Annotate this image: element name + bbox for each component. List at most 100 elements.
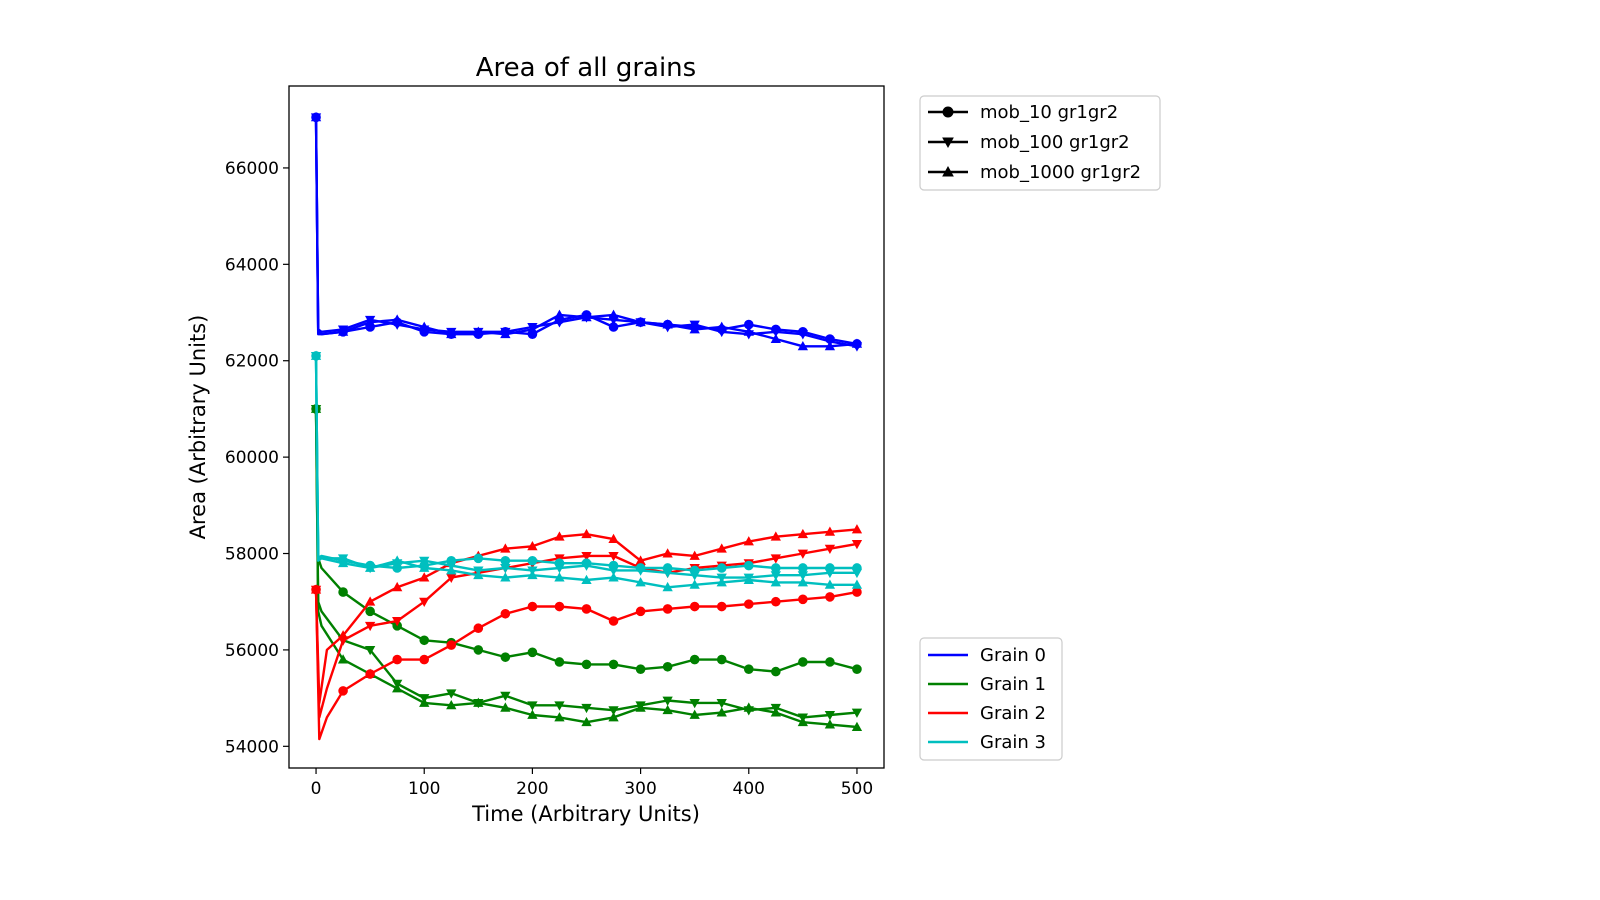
series-grain-1-5 bbox=[310, 403, 863, 731]
data-point bbox=[797, 571, 809, 581]
data-point bbox=[770, 327, 781, 338]
data-point bbox=[581, 659, 592, 670]
data-point bbox=[338, 686, 348, 696]
data-point bbox=[392, 617, 403, 627]
x-tick-label: 0 bbox=[311, 779, 322, 799]
data-point bbox=[743, 574, 754, 584]
data-point bbox=[851, 708, 863, 718]
data-point bbox=[851, 721, 863, 731]
data-point bbox=[716, 563, 727, 573]
data-point bbox=[608, 309, 619, 319]
data-point bbox=[662, 604, 673, 614]
y-tick-label: 54000 bbox=[225, 737, 279, 757]
data-point bbox=[824, 526, 836, 536]
data-point bbox=[662, 704, 673, 715]
y-tick-label: 56000 bbox=[225, 641, 279, 661]
data-point bbox=[527, 709, 538, 719]
legend-marker bbox=[942, 165, 954, 177]
data-point bbox=[419, 572, 430, 582]
data-point bbox=[852, 664, 862, 674]
data-point bbox=[554, 712, 565, 722]
data-point bbox=[527, 324, 538, 334]
data-point bbox=[662, 696, 673, 706]
data-point bbox=[635, 566, 646, 576]
data-point bbox=[716, 654, 727, 665]
data-point bbox=[446, 565, 457, 575]
data-point bbox=[689, 571, 700, 581]
data-point bbox=[743, 664, 754, 674]
data-point bbox=[662, 581, 673, 592]
data-point bbox=[824, 340, 836, 351]
legend-label: Grain 1 bbox=[980, 674, 1046, 695]
data-point bbox=[608, 706, 619, 716]
data-point bbox=[392, 555, 403, 565]
data-point bbox=[364, 562, 376, 572]
series-grain-2-8 bbox=[310, 524, 863, 705]
data-point bbox=[446, 689, 457, 699]
y-tick-label: 62000 bbox=[225, 352, 279, 372]
data-point bbox=[337, 630, 349, 640]
data-point bbox=[798, 563, 808, 573]
series-layer bbox=[310, 111, 863, 741]
data-point bbox=[581, 561, 592, 571]
data-point bbox=[824, 568, 836, 579]
x-tick-label: 500 bbox=[841, 779, 873, 799]
data-point bbox=[446, 640, 457, 650]
legend-runs-box bbox=[919, 95, 1161, 191]
legend-run-entry: mob_100 gr1gr2 bbox=[928, 132, 1130, 153]
data-point bbox=[500, 691, 511, 702]
data-point bbox=[716, 321, 727, 331]
data-point bbox=[797, 716, 809, 727]
axes-layer: 0 100 200 300 400 500 54000 56000 58000 60000 6200… bbox=[225, 159, 873, 799]
data-point bbox=[581, 551, 592, 562]
data-point bbox=[527, 701, 538, 711]
series-grain-3-9 bbox=[311, 351, 862, 576]
data-point bbox=[310, 350, 322, 360]
y-tick-label: 66000 bbox=[225, 159, 279, 179]
legend-label: Grain 3 bbox=[980, 732, 1046, 753]
data-point bbox=[608, 533, 619, 544]
data-point bbox=[797, 577, 809, 587]
data-point bbox=[716, 601, 727, 612]
data-point bbox=[743, 599, 754, 609]
data-point bbox=[364, 621, 376, 632]
data-point bbox=[608, 712, 619, 722]
plot-frame bbox=[288, 85, 885, 769]
legend-grains: Grain 0 Grain 1 Grain 2 Grain 3 bbox=[919, 637, 1063, 761]
data-point bbox=[797, 340, 809, 351]
legend-grains-box bbox=[919, 637, 1063, 761]
data-point bbox=[770, 333, 781, 343]
data-point bbox=[689, 601, 700, 612]
legend-grain-entry: Grain 0 bbox=[928, 645, 1046, 666]
data-point bbox=[825, 592, 835, 602]
data-point bbox=[743, 326, 754, 336]
data-point bbox=[473, 326, 484, 336]
data-point bbox=[798, 657, 808, 667]
data-point bbox=[689, 709, 700, 719]
data-point bbox=[581, 604, 592, 614]
data-point bbox=[419, 321, 430, 331]
data-point bbox=[527, 540, 538, 551]
data-point bbox=[473, 645, 484, 655]
data-point bbox=[581, 574, 592, 584]
y-tick-label: 58000 bbox=[225, 545, 279, 565]
data-point bbox=[419, 697, 430, 707]
series-grain-2-6 bbox=[311, 584, 862, 741]
data-point bbox=[662, 661, 673, 672]
data-point bbox=[554, 572, 565, 582]
data-point bbox=[500, 543, 511, 553]
data-point bbox=[743, 702, 754, 712]
data-point bbox=[797, 330, 809, 340]
data-point bbox=[771, 563, 781, 573]
legend-label: Grain 0 bbox=[980, 645, 1046, 666]
data-point bbox=[581, 528, 592, 539]
data-point bbox=[554, 601, 565, 612]
data-point bbox=[364, 596, 376, 606]
data-point bbox=[473, 569, 484, 580]
data-point bbox=[310, 111, 322, 122]
data-point bbox=[500, 328, 511, 339]
legend-label: Grain 2 bbox=[980, 703, 1046, 724]
data-point bbox=[824, 544, 836, 555]
data-point bbox=[554, 701, 565, 711]
legend-marker bbox=[942, 106, 954, 118]
